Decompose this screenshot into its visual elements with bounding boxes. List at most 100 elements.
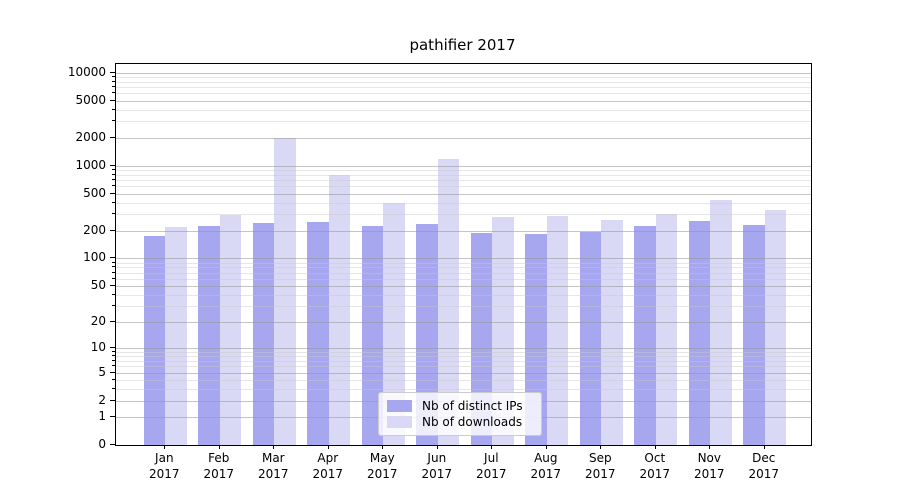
y-minor-tick-mark: [112, 92, 115, 94]
y-tick-mark: [110, 192, 115, 194]
y-tick-label: 1: [98, 408, 106, 423]
bar-distinct-ips: [579, 232, 602, 445]
gridline-major: [116, 137, 811, 139]
gridline-major: [116, 165, 811, 167]
plot-area: [115, 63, 812, 446]
x-tick-label: Jul 2017: [476, 451, 507, 481]
x-tick-label: Feb 2017: [203, 451, 235, 481]
y-minor-tick-mark: [112, 213, 115, 215]
x-tick-label: Jun 2017: [421, 451, 453, 481]
y-tick-label: 2000: [75, 129, 106, 144]
y-minor-tick-mark: [112, 120, 115, 122]
y-tick-mark: [110, 444, 115, 445]
y-minor-tick-mark: [112, 350, 115, 352]
bar-distinct-ips: [198, 225, 220, 445]
gridline-minor: [116, 174, 811, 176]
bar-distinct-ips: [416, 223, 438, 445]
y-minor-tick-mark: [112, 271, 115, 273]
y-tick-mark: [110, 285, 115, 287]
y-tick-mark: [110, 99, 115, 101]
gridline-minor: [116, 186, 811, 188]
legend-label-distinct-ips: Nb of distinct IPs: [422, 399, 523, 413]
x-tick-mark: [327, 445, 329, 449]
y-minor-tick-mark: [112, 261, 115, 263]
y-tick-mark: [110, 399, 115, 401]
y-tick-mark: [110, 257, 115, 259]
y-minor-tick-mark: [112, 173, 115, 175]
y-minor-tick-mark: [112, 185, 115, 187]
x-tick-mark: [545, 445, 547, 449]
bar-downloads: [655, 213, 678, 445]
gridline-minor: [116, 87, 811, 89]
bar-downloads: [274, 137, 296, 445]
y-minor-tick-mark: [112, 201, 115, 203]
y-tick-label: 10: [90, 340, 106, 355]
x-tick-mark: [436, 445, 438, 449]
bar-downloads: [546, 216, 569, 445]
y-minor-tick-mark: [112, 108, 115, 110]
x-tick-label: Mar 2017: [258, 451, 289, 481]
y-tick-mark: [110, 415, 115, 417]
bar-distinct-ips: [634, 226, 656, 445]
x-tick-label: Oct 2017: [639, 451, 671, 481]
y-tick-label: 10000: [67, 64, 106, 79]
bar-downloads: [601, 220, 623, 445]
y-minor-tick-mark: [112, 80, 115, 82]
x-tick-mark: [763, 445, 765, 449]
y-minor-tick-mark: [112, 293, 115, 295]
gridline-major: [116, 100, 811, 102]
y-minor-tick-mark: [112, 355, 115, 357]
bar-distinct-ips: [143, 236, 166, 445]
x-tick-label: Nov 2017: [694, 451, 725, 481]
gridline-minor: [116, 81, 811, 83]
y-minor-tick-mark: [112, 179, 115, 181]
legend-item-downloads: Nb of downloads: [387, 414, 533, 430]
y-tick-mark: [110, 371, 115, 373]
y-tick-label: 1000: [75, 157, 106, 172]
gridline-major: [116, 193, 811, 195]
y-minor-tick-mark: [112, 305, 115, 307]
legend-item-distinct-ips: Nb of distinct IPs: [387, 398, 533, 414]
y-tick-mark: [110, 229, 115, 231]
x-tick-mark: [654, 445, 656, 449]
bar-downloads: [492, 216, 514, 445]
x-tick-mark: [709, 445, 711, 449]
x-tick-label: May 2017: [367, 451, 398, 481]
y-tick-mark: [110, 320, 115, 322]
y-minor-tick-mark: [112, 168, 115, 170]
x-tick-mark: [273, 445, 275, 449]
x-tick-label: Aug 2017: [530, 451, 562, 481]
y-minor-tick-mark: [112, 75, 115, 77]
bar-downloads: [383, 202, 405, 445]
y-minor-tick-mark: [112, 387, 115, 389]
bar-distinct-ips: [252, 222, 275, 445]
y-tick-label: 100: [83, 250, 106, 265]
x-tick-label: Sep 2017: [585, 451, 616, 481]
bar-downloads: [219, 214, 242, 445]
x-tick-mark: [218, 445, 220, 449]
y-tick-label: 5: [98, 364, 106, 379]
y-tick-mark: [110, 136, 115, 138]
y-minor-tick-mark: [112, 359, 115, 361]
gridline-minor: [116, 109, 811, 111]
legend-label-downloads: Nb of downloads: [422, 415, 523, 429]
gridline-minor: [116, 180, 811, 182]
x-tick-label: Apr 2017: [312, 451, 344, 481]
x-tick-mark: [491, 445, 493, 449]
y-minor-tick-mark: [112, 378, 115, 380]
bar-distinct-ips: [743, 225, 765, 445]
gridline-minor: [116, 169, 811, 171]
y-minor-tick-mark: [112, 266, 115, 268]
x-tick-mark: [382, 445, 384, 449]
x-tick-mark: [164, 445, 166, 449]
y-tick-mark: [110, 71, 115, 73]
legend-swatch-downloads: [387, 416, 412, 428]
y-minor-tick-mark: [112, 277, 115, 279]
bar-distinct-ips: [361, 226, 384, 445]
y-tick-label: 500: [83, 185, 106, 200]
gridline-minor: [116, 202, 811, 204]
legend-swatch-distinct-ips: [387, 400, 412, 412]
y-minor-tick-mark: [112, 365, 115, 367]
y-minor-tick-mark: [112, 86, 115, 88]
